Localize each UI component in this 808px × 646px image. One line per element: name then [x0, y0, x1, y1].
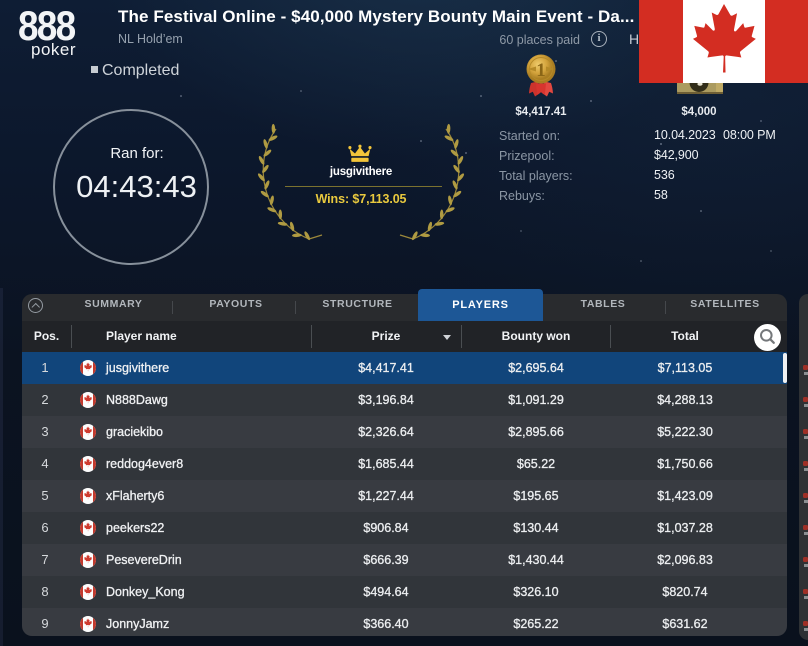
svg-text:1: 1: [536, 60, 546, 81]
